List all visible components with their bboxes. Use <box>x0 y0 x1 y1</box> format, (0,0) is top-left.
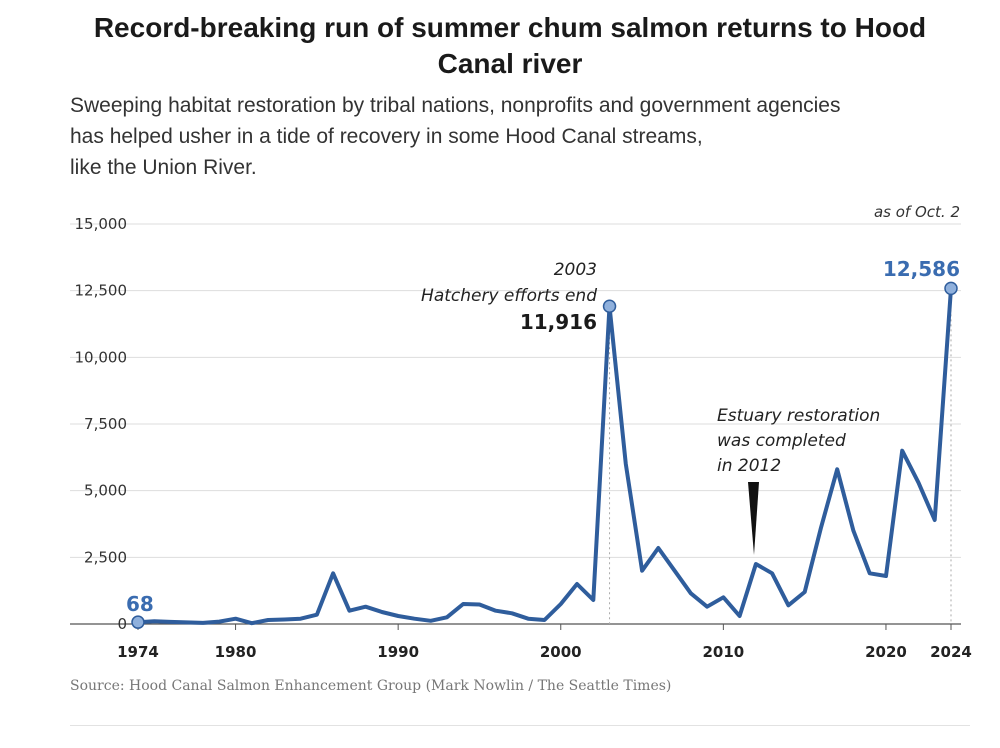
x-tick-label-2000: 2000 <box>540 643 582 661</box>
x-tick-label-1974: 1974 <box>117 643 159 661</box>
annotation-1974-value: 68 <box>126 592 154 616</box>
chart-subtitle-line-2: has helped usher in a tide of recovery i… <box>70 125 703 148</box>
estuary-pointer <box>748 482 759 555</box>
annotation-estuary-line-2: was completed <box>717 431 846 451</box>
chart-subtitle: Sweeping habitat restoration by tribal n… <box>70 90 970 183</box>
chart-subtitle-line-3: like the Union River. <box>70 156 257 179</box>
x-axis-ticks: 1974 1980 1990 2000 2010 2020 2024 <box>117 624 972 661</box>
annotation-2003-value: 11,916 <box>520 310 597 334</box>
source-note: Source: Hood Canal Salmon Enhancement Gr… <box>70 678 672 694</box>
x-tick-label-2024: 2024 <box>930 643 972 661</box>
y-tick-label-2500: 2,500 <box>84 548 127 566</box>
chart-title-line-1: Record-breaking run of summer chum salmo… <box>93 12 927 43</box>
point-marker-2024 <box>944 281 958 296</box>
annotation-2003-year: 2003 <box>554 260 597 280</box>
x-tick-label-2010: 2010 <box>702 643 744 661</box>
bottom-divider <box>70 725 970 726</box>
as-of-note: as of Oct. 2 <box>874 203 960 221</box>
x-tick-label-1980: 1980 <box>215 643 257 661</box>
point-marker-2003 <box>602 299 617 313</box>
y-tick-label-7500: 7,500 <box>84 415 127 433</box>
chart-title: Record-breaking run of summer chum salmo… <box>60 10 960 82</box>
series-returns <box>131 281 958 629</box>
y-axis-ticks: 0 2,500 5,000 7,500 10,000 12,500 15,000 <box>75 215 128 633</box>
y-tick-label-12500: 12,500 <box>75 282 128 300</box>
series-line-returns <box>136 286 953 626</box>
y-tick-label-15000: 15,000 <box>75 215 128 233</box>
point-marker-1974 <box>131 615 145 629</box>
annotation-hatchery-text: Hatchery efforts end <box>421 286 597 306</box>
y-tick-label-10000: 10,000 <box>75 348 128 366</box>
x-tick-label-1990: 1990 <box>377 643 419 661</box>
y-tick-label-0: 0 <box>117 615 127 633</box>
chart-title-line-2: Canal river <box>437 48 583 79</box>
annotation-estuary-line-1: Estuary restoration <box>717 406 880 426</box>
annotation-2024-value: 12,586 <box>883 257 960 281</box>
annotation-estuary-line-3: in 2012 <box>717 456 781 476</box>
y-tick-label-5000: 5,000 <box>84 482 127 500</box>
x-tick-label-2020: 2020 <box>865 643 907 661</box>
annotations: as of Oct. 2 2003 Hatchery efforts end 1… <box>126 203 960 616</box>
chart-subtitle-line-1: Sweeping habitat restoration by tribal n… <box>70 94 841 117</box>
